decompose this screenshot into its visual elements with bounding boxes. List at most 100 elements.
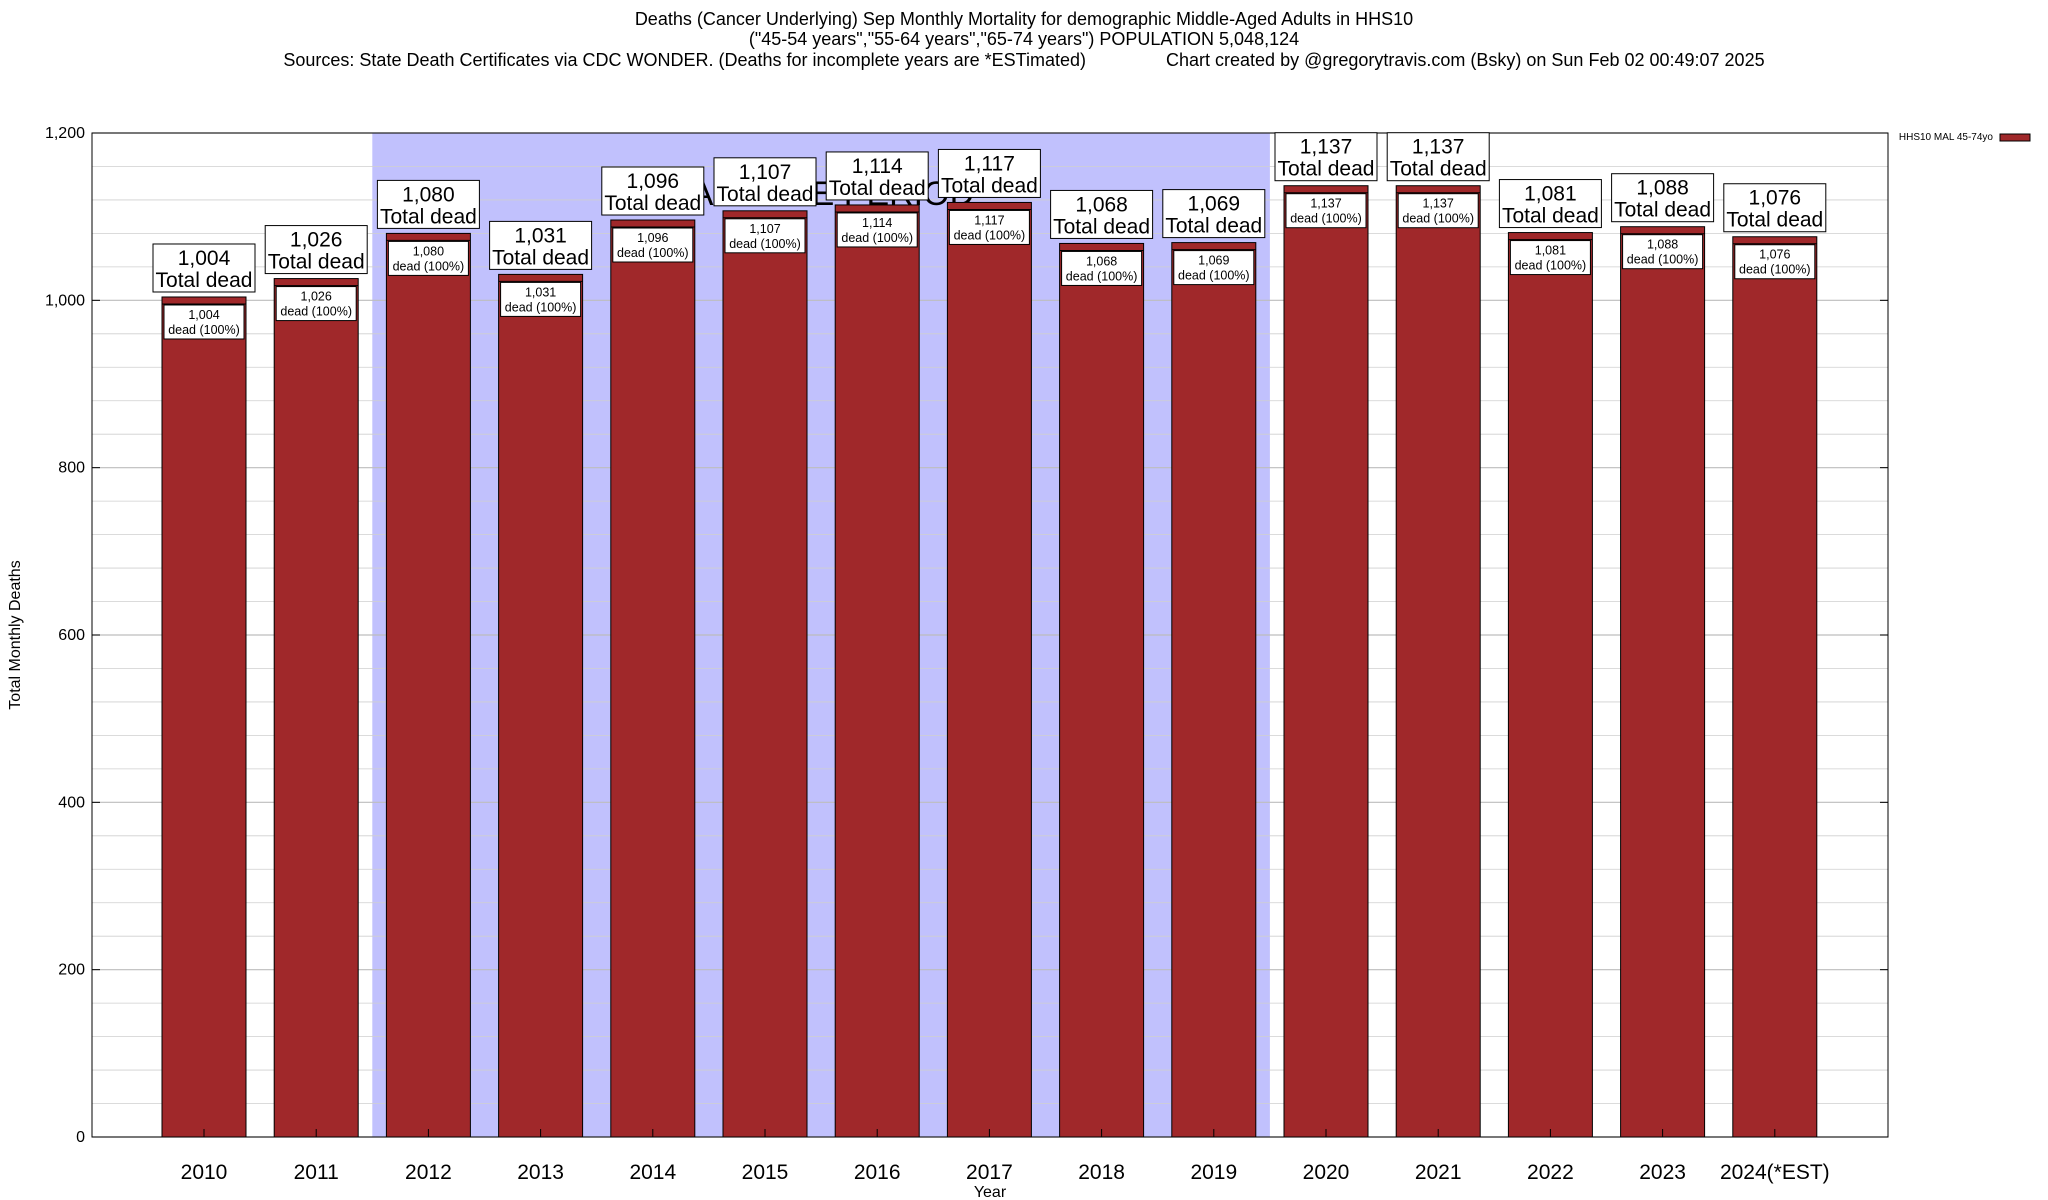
x-tick-label-2016: 2016 — [854, 1161, 901, 1184]
inner-value-label: 1,080 — [413, 244, 444, 258]
x-tick-label-2011: 2011 — [294, 1161, 339, 1184]
bar-2010 — [161, 296, 247, 1138]
inner-value-label: 1,117 — [974, 213, 1004, 227]
total-dead-label: Total dead — [1614, 199, 1711, 222]
inner-percent-label: dead (100%) — [729, 237, 801, 251]
bar-2024(*EST) — [1732, 236, 1818, 1138]
total-value-label: 1,107 — [739, 161, 792, 184]
inner-value-label: 1,137 — [1310, 197, 1341, 211]
inner-value-label: 1,137 — [1423, 197, 1454, 211]
x-tick-label-2020: 2020 — [1303, 1161, 1350, 1184]
inner-label-box — [1622, 234, 1704, 270]
total-dead-label: Total dead — [1053, 215, 1150, 238]
total-dead-label: Total dead — [380, 205, 477, 228]
inner-label-box — [612, 227, 694, 263]
inner-percent-label: dead (100%) — [1066, 269, 1138, 283]
inner-percent-label: dead (100%) — [1290, 212, 1362, 226]
legend: HHS10 MAL 45-74yo — [1899, 132, 2031, 143]
inner-label-box — [387, 240, 469, 276]
total-value-label: 1,026 — [290, 229, 343, 252]
total-label-box — [825, 151, 929, 201]
inner-label-box — [836, 212, 918, 248]
bar-2022 — [1507, 232, 1593, 1138]
y-tick-label: 600 — [58, 627, 85, 644]
total-dead-label: Total dead — [1390, 158, 1487, 181]
y-tick-label: 0 — [76, 1129, 85, 1146]
total-value-label: 1,068 — [1075, 193, 1128, 216]
chart-title-group: Deaths (Cancer Underlying) Sep Monthly M… — [283, 9, 1764, 70]
legend-label: HHS10 MAL 45-74yo — [1899, 132, 1994, 143]
inner-value-label: 1,026 — [301, 290, 332, 304]
bar-2015 — [722, 210, 808, 1138]
total-value-label: 1,069 — [1188, 193, 1241, 216]
y-tick-label: 1,000 — [45, 292, 85, 309]
plot-area: 0 200 400 600 800 1,000 1,200 Total Monthly Dea… — [7, 125, 1889, 1200]
total-label-box — [376, 179, 480, 229]
total-dead-label: Total dead — [156, 269, 253, 292]
inner-percent-label: dead (100%) — [1739, 263, 1811, 277]
inner-value-label: 1,069 — [1198, 254, 1229, 268]
total-value-label: 1,096 — [627, 170, 680, 193]
bar-2021 — [1395, 185, 1481, 1138]
inner-value-label: 1,068 — [1086, 254, 1117, 268]
total-dead-label: Total dead — [1278, 158, 1375, 181]
inner-label-box — [1734, 244, 1816, 280]
inner-value-label: 1,114 — [862, 216, 892, 230]
total-label-box — [1723, 183, 1827, 233]
x-tick-label-2019: 2019 — [1190, 1161, 1237, 1184]
x-tick-label-2013: 2013 — [517, 1161, 564, 1184]
total-label-box — [489, 220, 593, 270]
x-tick-label-2017: 2017 — [966, 1161, 1013, 1184]
total-value-label: 1,031 — [514, 224, 567, 247]
bar-2020 — [1283, 185, 1369, 1138]
total-dead-label: Total dead — [717, 183, 814, 206]
y-axis-title: Total Monthly Deaths — [7, 560, 24, 709]
x-tick-label-2024(*EST): 2024(*EST) — [1720, 1161, 1830, 1184]
inner-value-label: 1,004 — [188, 308, 219, 322]
chart-title-line-1: Deaths (Cancer Underlying) Sep Monthly M… — [635, 9, 1413, 29]
total-value-label: 1,004 — [178, 247, 231, 270]
inner-percent-label: dead (100%) — [168, 323, 240, 337]
inner-label-box — [1173, 250, 1255, 286]
inner-label-box — [1061, 250, 1143, 286]
chart-title-line-3: Sources: State Death Certificates via CD… — [283, 50, 1764, 70]
total-dead-label: Total dead — [604, 192, 701, 215]
inner-label-box — [500, 281, 582, 317]
total-label-box — [713, 157, 817, 207]
bar-2019 — [1171, 242, 1257, 1138]
total-dead-label: Total dead — [1726, 209, 1823, 232]
inner-label-box — [163, 304, 245, 340]
total-dead-label: Total dead — [829, 177, 926, 200]
x-tick-label-2021: 2021 — [1415, 1161, 1462, 1184]
total-dead-label: Total dead — [492, 246, 589, 269]
inner-percent-label: dead (100%) — [280, 305, 352, 319]
x-tick-label-2014: 2014 — [629, 1161, 676, 1184]
inner-value-label: 1,088 — [1647, 238, 1678, 252]
total-value-label: 1,076 — [1749, 187, 1802, 210]
total-value-label: 1,137 — [1300, 136, 1353, 159]
inner-percent-label: dead (100%) — [954, 228, 1026, 242]
inner-value-label: 1,107 — [749, 222, 780, 236]
inner-percent-label: dead (100%) — [393, 259, 465, 273]
inner-percent-label: dead (100%) — [841, 231, 913, 245]
legend-swatch — [1999, 133, 2031, 142]
inner-label-box — [275, 286, 357, 322]
total-dead-label: Total dead — [268, 251, 365, 274]
total-label-box — [1050, 189, 1154, 239]
total-label-box — [264, 225, 368, 275]
y-tick-label: 1,200 — [45, 125, 85, 142]
inner-value-label: 1,081 — [1535, 244, 1566, 258]
total-value-label: 1,137 — [1412, 136, 1465, 159]
x-tick-label-2018: 2018 — [1078, 1161, 1125, 1184]
inner-percent-label: dead (100%) — [1515, 259, 1587, 273]
total-label-box — [1162, 189, 1266, 239]
total-label-box — [1498, 179, 1602, 229]
total-value-label: 1,080 — [402, 183, 455, 206]
inner-value-label: 1,031 — [525, 285, 556, 299]
bar-2012 — [385, 232, 471, 1138]
total-value-label: 1,088 — [1636, 177, 1689, 200]
x-tick-label-2012: 2012 — [405, 1161, 452, 1184]
bar-2014 — [610, 219, 696, 1138]
bar-2023 — [1620, 226, 1706, 1138]
